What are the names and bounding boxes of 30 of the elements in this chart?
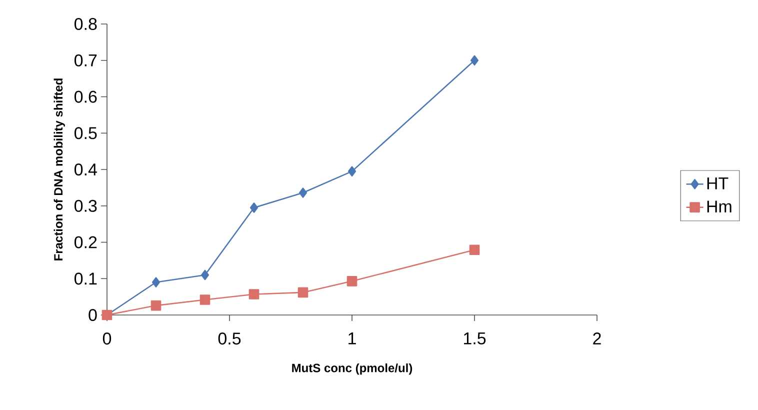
- point: [250, 202, 258, 213]
- y-tick-label: 0.3: [74, 200, 97, 212]
- point: [200, 270, 210, 280]
- y-tick-label: 0.4: [74, 163, 97, 176]
- point: [298, 287, 308, 298]
- point: [298, 188, 308, 198]
- point: [150, 300, 162, 311]
- legend-label: Hm: [707, 200, 732, 212]
- point: [470, 55, 479, 66]
- x-tick-label: 1.5: [464, 332, 486, 344]
- point: [469, 244, 480, 256]
- y-tick-label: 0.7: [74, 54, 97, 66]
- x-tick-label: 0: [102, 332, 112, 345]
- y-tick-label: 0.5: [74, 127, 97, 140]
- y-axis-title: Fraction of DNA mobility shifted: [54, 78, 65, 260]
- legend-label: HT: [707, 177, 728, 190]
- y-tick-label: 0.6: [74, 90, 97, 103]
- y-tick-label: 0: [88, 308, 97, 322]
- x-axis-title: MutS conc (pmole/ul): [292, 363, 412, 375]
- point: [152, 277, 160, 288]
- point: [200, 294, 210, 305]
- y-tick-label: 0.8: [74, 18, 97, 30]
- x-tick-label: 2: [593, 332, 601, 344]
- point: [248, 289, 260, 300]
- y-tick-label: 0.2: [74, 236, 97, 248]
- point: [348, 166, 356, 176]
- y-tick-label: 0.1: [74, 272, 97, 285]
- x-tick-label: 1: [348, 332, 356, 344]
- x-tick-label: 0.5: [218, 332, 241, 345]
- point: [346, 276, 358, 286]
